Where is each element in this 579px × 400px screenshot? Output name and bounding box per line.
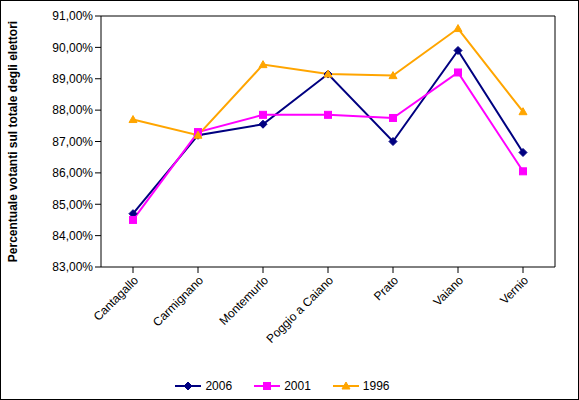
svg-text:87,00%: 87,00% xyxy=(52,135,93,149)
svg-text:Percentuale votanti sul totale: Percentuale votanti sul totale degli ele… xyxy=(8,21,20,262)
svg-text:Cantagallo: Cantagallo xyxy=(91,273,142,324)
html-text:2006: 2006 xyxy=(205,379,233,393)
html-text:2001: 2001 xyxy=(284,379,311,393)
svg-text:Prato: Prato xyxy=(371,273,401,303)
svg-text:Poggio a Caiano: Poggio a Caiano xyxy=(264,273,337,346)
svg-text:88,00%: 88,00% xyxy=(52,103,93,117)
svg-text:86,00%: 86,00% xyxy=(52,166,93,180)
svg-text:85,00%: 85,00% xyxy=(52,198,93,212)
svg-text:Vaiano: Vaiano xyxy=(430,273,466,309)
svg-text:89,00%: 89,00% xyxy=(52,72,93,86)
svg-text:Carmignano: Carmignano xyxy=(150,273,206,329)
svg-text:Vernio: Vernio xyxy=(497,273,531,307)
html-text:1996: 1996 xyxy=(362,379,390,393)
svg-text:Montemurlo: Montemurlo xyxy=(216,273,271,328)
svg-text:91,00%: 91,00% xyxy=(52,9,93,23)
svg-text:84,00%: 84,00% xyxy=(52,229,93,243)
svg-text:90,00%: 90,00% xyxy=(52,41,93,55)
svg-text:83,00%: 83,00% xyxy=(52,260,93,274)
